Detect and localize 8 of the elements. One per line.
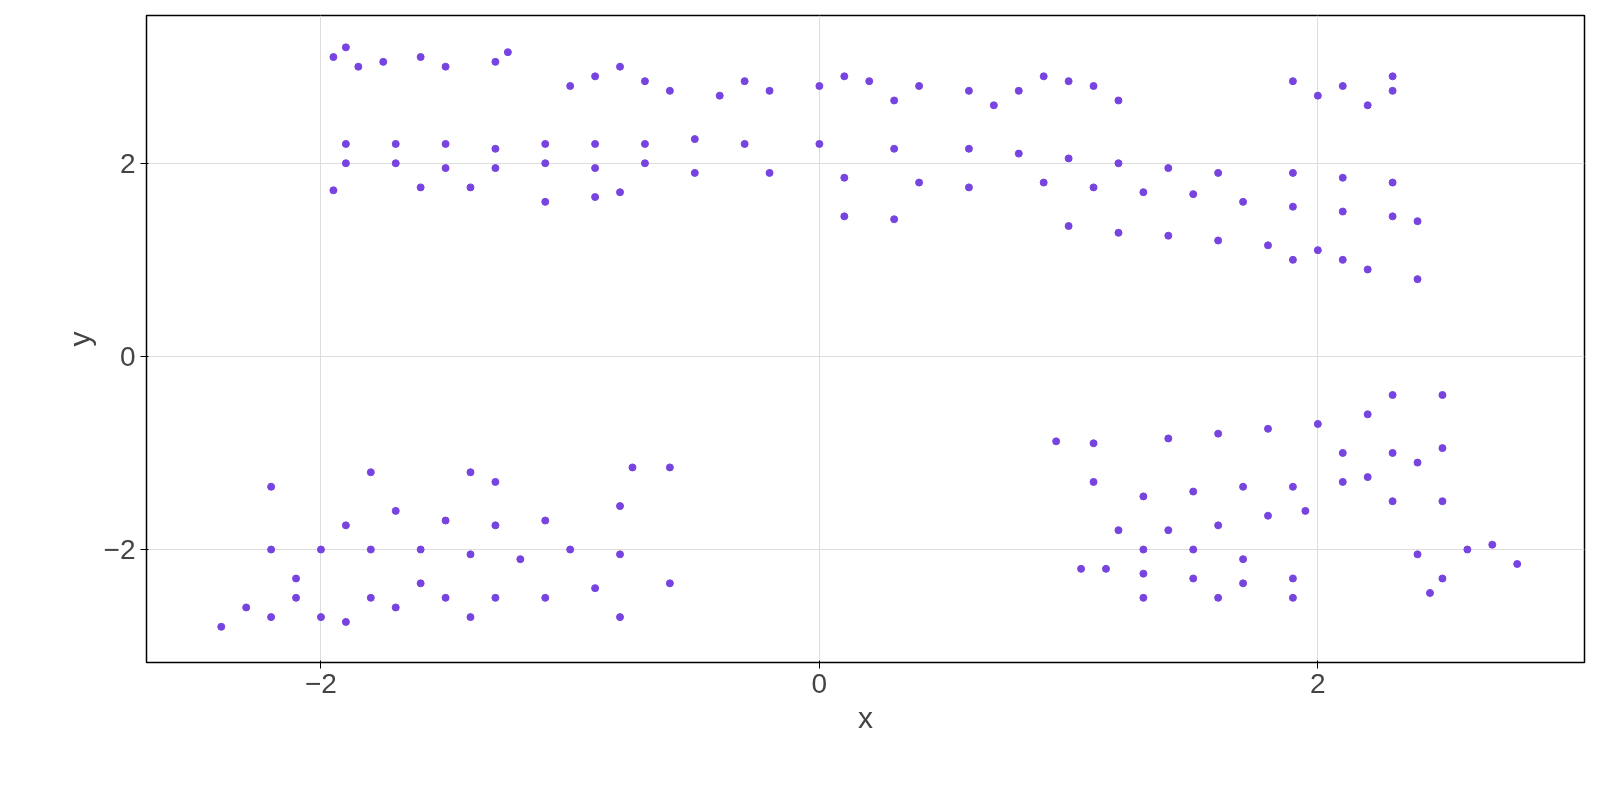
x-tick-label: −2 [304, 667, 337, 699]
y-tick-label: 2 [119, 147, 136, 179]
y-tick-label: 0 [119, 340, 136, 372]
y-tick-label: −2 [103, 534, 136, 566]
x-axis-title: x [858, 700, 873, 734]
x-tick-label: 2 [1310, 667, 1326, 699]
x-tick-label: 0 [811, 667, 828, 699]
y-axis-title: y [62, 331, 96, 347]
